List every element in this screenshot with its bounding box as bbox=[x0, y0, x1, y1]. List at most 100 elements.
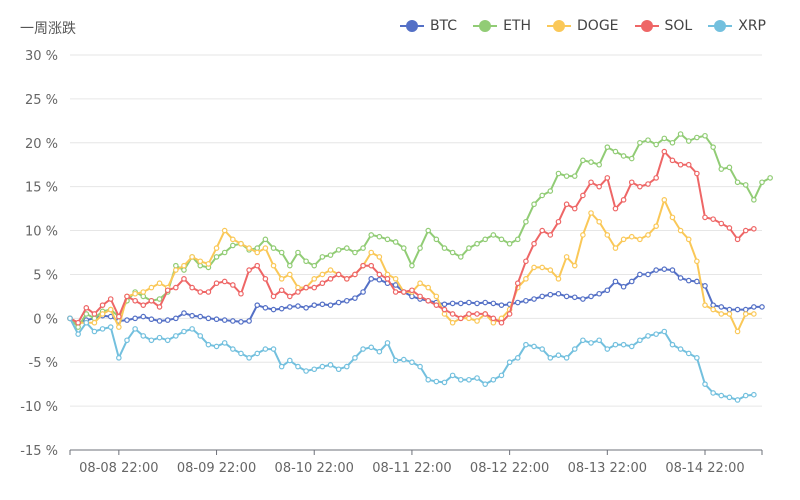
data-point-btc bbox=[474, 300, 480, 307]
data-point-sol bbox=[238, 290, 244, 297]
data-point-doge bbox=[645, 232, 651, 238]
data-point-xrp bbox=[384, 340, 391, 346]
data-point-sol bbox=[645, 181, 651, 187]
data-point-sol bbox=[669, 157, 676, 164]
data-point-xrp bbox=[490, 376, 497, 383]
data-point-btc bbox=[213, 316, 220, 323]
data-point-btc bbox=[376, 276, 383, 283]
data-point-sol bbox=[132, 297, 138, 304]
data-point-xrp bbox=[327, 362, 334, 368]
data-point-doge bbox=[132, 290, 138, 297]
data-point-sol bbox=[620, 197, 627, 203]
data-point-doge bbox=[466, 315, 472, 322]
legend-item-sol[interactable]: SOL bbox=[634, 18, 692, 34]
data-point-xrp bbox=[409, 359, 415, 366]
legend-item-btc[interactable]: BTC bbox=[399, 18, 457, 34]
data-point-eth bbox=[75, 324, 81, 330]
data-point-btc bbox=[604, 287, 611, 294]
data-point-doge bbox=[107, 306, 114, 313]
data-point-sol bbox=[677, 161, 684, 168]
data-point-doge bbox=[246, 245, 252, 251]
data-point-eth bbox=[287, 262, 293, 269]
data-point-doge bbox=[319, 271, 326, 278]
data-point-btc bbox=[677, 275, 684, 281]
data-point-sol bbox=[107, 296, 114, 302]
data-point-xrp bbox=[116, 355, 122, 361]
data-point-btc bbox=[343, 297, 350, 304]
data-point-eth bbox=[685, 138, 692, 144]
data-point-xrp bbox=[694, 355, 700, 361]
data-point-eth bbox=[368, 232, 375, 238]
data-point-sol bbox=[514, 280, 521, 287]
x-tick-label: 08-13 22:00 bbox=[568, 461, 647, 476]
y-tick-label: 20 % bbox=[25, 137, 58, 152]
legend-item-doge[interactable]: DOGE bbox=[547, 18, 619, 34]
legend-swatch-xrp bbox=[708, 19, 733, 33]
data-point-xrp bbox=[400, 356, 407, 363]
data-point-xrp bbox=[99, 326, 106, 332]
data-point-btc bbox=[726, 306, 733, 313]
data-point-eth bbox=[482, 236, 489, 243]
data-point-doge bbox=[563, 254, 570, 260]
y-tick-label: 30 % bbox=[25, 49, 58, 64]
data-point-eth bbox=[433, 236, 440, 243]
data-point-eth bbox=[392, 239, 399, 245]
data-point-sol bbox=[287, 293, 293, 300]
data-point-btc bbox=[156, 318, 163, 324]
data-point-btc bbox=[702, 283, 708, 289]
data-point-sol bbox=[335, 271, 342, 278]
data-point-eth bbox=[295, 249, 301, 256]
data-point-xrp bbox=[287, 357, 293, 364]
data-point-xrp bbox=[83, 319, 90, 326]
data-point-sol bbox=[181, 276, 187, 282]
data-point-xrp bbox=[343, 363, 350, 370]
data-point-btc bbox=[327, 302, 334, 308]
data-point-btc bbox=[311, 302, 318, 308]
data-point-xrp bbox=[417, 363, 423, 370]
legend-swatch-eth bbox=[473, 19, 498, 33]
data-point-xrp bbox=[376, 348, 383, 355]
data-point-xrp bbox=[238, 350, 244, 357]
data-point-sol bbox=[295, 289, 301, 295]
data-point-btc bbox=[628, 278, 635, 285]
data-point-btc bbox=[140, 313, 147, 320]
data-point-btc bbox=[189, 312, 195, 319]
data-point-eth bbox=[254, 245, 261, 251]
legend-item-eth[interactable]: ETH bbox=[473, 18, 531, 34]
data-point-sol bbox=[75, 319, 81, 326]
data-point-doge bbox=[295, 284, 301, 291]
data-point-doge bbox=[368, 249, 375, 256]
data-point-btc bbox=[173, 315, 179, 322]
data-point-xrp bbox=[637, 337, 643, 344]
data-point-sol bbox=[482, 311, 489, 317]
data-point-xrp bbox=[295, 363, 301, 370]
data-point-eth bbox=[742, 182, 749, 188]
data-point-xrp bbox=[181, 328, 187, 335]
data-point-eth bbox=[311, 262, 318, 269]
data-point-doge bbox=[612, 245, 619, 251]
data-point-xrp bbox=[718, 392, 725, 399]
legend-item-xrp[interactable]: XRP bbox=[708, 18, 766, 34]
data-point-btc bbox=[612, 278, 619, 285]
data-point-xrp bbox=[685, 350, 692, 357]
data-point-sol bbox=[596, 183, 602, 190]
data-point-doge bbox=[205, 261, 212, 267]
y-tick-label: 25 % bbox=[25, 93, 58, 108]
data-point-sol bbox=[555, 218, 562, 225]
data-point-doge bbox=[384, 271, 391, 278]
data-point-xrp bbox=[262, 346, 269, 352]
data-point-sol bbox=[580, 192, 586, 199]
y-tick-label: 15 % bbox=[25, 181, 58, 196]
data-point-doge bbox=[547, 267, 554, 273]
data-point-doge bbox=[173, 267, 179, 273]
data-point-eth bbox=[303, 258, 309, 265]
data-point-doge bbox=[156, 280, 163, 287]
data-point-eth bbox=[449, 249, 456, 256]
data-point-btc bbox=[181, 310, 187, 316]
data-point-doge bbox=[327, 267, 334, 273]
data-point-doge bbox=[555, 276, 562, 282]
data-point-eth bbox=[327, 252, 334, 258]
chart-legend: BTC ETH DOGE SOL XRP bbox=[399, 18, 766, 34]
data-point-xrp bbox=[482, 381, 489, 387]
